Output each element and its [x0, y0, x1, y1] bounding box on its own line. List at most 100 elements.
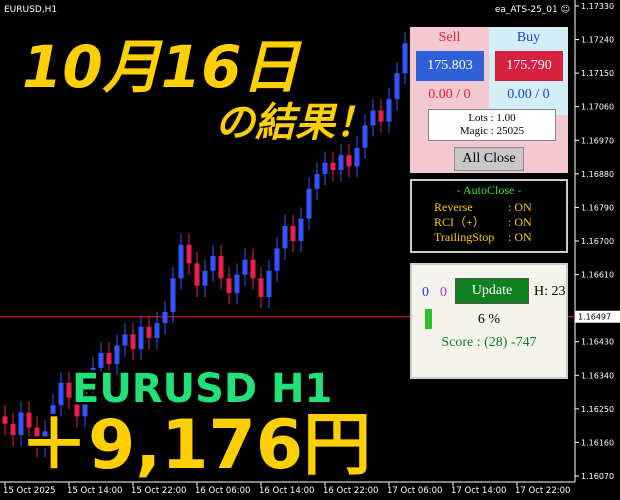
x-tick-label: 17 Oct 06:00 [387, 486, 442, 496]
x-tick-label: 16 Oct 14:00 [259, 486, 314, 496]
candle-body [330, 162, 336, 171]
autoclose-title: - AutoClose - [456, 183, 522, 197]
candle-body [82, 390, 88, 417]
hour: H: 23 [534, 284, 566, 299]
autoclose-option: RCI（+） [434, 215, 485, 229]
symbol-label: EURUSD,H1 [4, 5, 57, 15]
count-a: 0 [422, 285, 429, 300]
candle-body [354, 147, 360, 167]
candle-body [378, 110, 384, 122]
candle-body [322, 162, 328, 174]
y-tick-label: 1.16880 [581, 170, 614, 179]
candle-body [98, 352, 104, 368]
buy-label: Buy [516, 30, 541, 45]
candle-body [154, 323, 160, 338]
x-tick-label: 15 Oct 14:00 [67, 486, 122, 496]
overlay-date: 10月16日 [22, 33, 302, 101]
candle-body [138, 326, 144, 350]
y-tick-label: 1.17330 [581, 2, 614, 11]
price-tag-label: 1.16497 [578, 313, 611, 322]
x-tick-label: 15 Oct 22:00 [131, 486, 186, 496]
y-tick-label: 1.17060 [581, 103, 614, 112]
autoclose-option: TrailingStop [434, 230, 495, 244]
candle-body [226, 278, 232, 294]
autoclose-state: : ON [508, 230, 532, 244]
y-tick-label: 1.16430 [581, 338, 614, 347]
candle-body [362, 125, 368, 148]
candle-body [146, 326, 152, 338]
candle-body [298, 218, 304, 241]
candle-body [58, 382, 64, 406]
buy-button[interactable]: 175.790 [495, 51, 563, 81]
candle-body [194, 263, 200, 286]
update-button[interactable]: Update [455, 278, 529, 304]
candle-body [386, 99, 392, 122]
sell-pl: 0.00 / 0 [428, 87, 471, 102]
lots: Lots : 1.00 [468, 112, 516, 124]
autoclose-option: Reverse [434, 200, 473, 214]
buy-pl: 0.00 / 0 [507, 87, 550, 102]
y-tick-label: 1.16610 [581, 271, 614, 280]
candle-body [178, 244, 184, 279]
score: Score : (28) -747 [441, 335, 537, 350]
x-tick-label: 17 Oct 22:00 [515, 486, 570, 496]
y-tick-label: 1.17240 [581, 36, 614, 45]
candle-body [42, 431, 48, 447]
candle-body [242, 259, 248, 275]
candle-body [218, 255, 224, 279]
candle-body [2, 416, 8, 424]
candle-body [18, 412, 24, 435]
autoclose-state: : ON [508, 215, 532, 229]
candle-body [90, 367, 96, 391]
overlay-result: の結果！ [215, 100, 375, 146]
sell-label: Sell [438, 30, 461, 45]
candle-body [106, 352, 112, 365]
candle-body [338, 155, 344, 171]
candle-body [274, 248, 280, 271]
candle-body [290, 226, 296, 241]
sell-button[interactable]: 175.803 [416, 51, 484, 81]
candle-body [122, 334, 128, 346]
overlay-profit: ＋9,176円 [20, 406, 371, 485]
candle-body [10, 423, 16, 435]
candle-body [370, 110, 376, 126]
y-tick-label: 1.16790 [581, 203, 614, 212]
candle-body [74, 397, 80, 417]
y-tick-label: 1.16250 [581, 405, 614, 414]
y-tick-label: 1.16160 [581, 438, 614, 447]
y-tick-label: 1.16340 [581, 371, 614, 380]
y-tick-label: 1.16970 [581, 136, 614, 145]
ea-label: ea_ATS-25_01 ☺ [495, 4, 570, 15]
percent: 6 % [477, 312, 501, 327]
progress-bar [425, 309, 432, 329]
candle-body [162, 311, 168, 324]
candle-body [250, 259, 256, 279]
candle-body [34, 427, 40, 447]
candle-body [266, 270, 272, 297]
x-tick-label: 15 Oct 2025 [3, 486, 56, 496]
candle-body [402, 43, 408, 74]
candle-body [314, 173, 320, 189]
candle-body [210, 255, 216, 271]
candle-body [346, 155, 352, 167]
x-tick-label: 17 Oct 14:00 [451, 486, 506, 496]
autoclose-state: : ON [508, 200, 532, 214]
magic: Magic : 25025 [459, 125, 525, 137]
candle-body [26, 412, 32, 428]
x-tick-label: 16 Oct 06:00 [195, 486, 250, 496]
candle-body [170, 278, 176, 312]
candle-body [394, 73, 400, 100]
all-close-button[interactable]: All Close [454, 147, 524, 171]
candle-body [114, 345, 120, 365]
trade-panel: Sell Buy 175.803 175.790 0.00 / 0 0.00 /… [410, 27, 568, 173]
candle-body [258, 278, 264, 297]
y-tick-label: 1.16070 [581, 472, 614, 481]
candle-body [66, 382, 72, 398]
y-tick-label: 1.17150 [581, 69, 614, 78]
candle-body [130, 334, 136, 350]
candle-body [202, 270, 208, 286]
score-panel: 0 0 Update H: 23 6 % Score : (28) -747 [410, 263, 568, 379]
candle-body [186, 244, 192, 264]
candle-body [234, 274, 240, 294]
